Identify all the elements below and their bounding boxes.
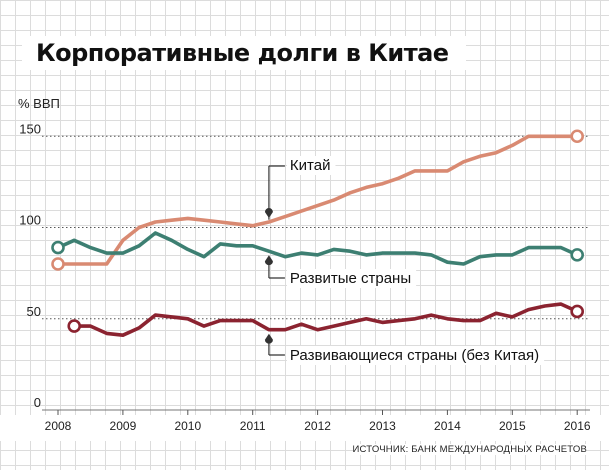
annotation-label-1: Развитые страны	[290, 270, 411, 287]
series-2-end-marker	[570, 304, 585, 319]
y-tick-label-150: 150	[19, 121, 41, 136]
series-line-1	[56, 231, 580, 266]
x-tick-label-2012: 2012	[304, 419, 331, 433]
y-tick-label-0: 0	[34, 395, 41, 410]
y-tick-label-50: 50	[27, 304, 41, 319]
series-line-0	[56, 134, 580, 266]
chart-title: Корпоративные долги в Китае	[22, 36, 466, 70]
x-tick-label-2013: 2013	[369, 419, 396, 433]
x-tick-label-2015: 2015	[499, 419, 526, 433]
x-tick-label-2011: 2011	[240, 419, 266, 433]
y-axis-unit-label: % ВВП	[18, 96, 60, 111]
annotation-bg-0	[286, 156, 336, 175]
series-1-end-marker	[570, 248, 585, 262]
y-tick-label-100: 100	[19, 213, 41, 228]
annotation-label-2: Развивающиеся страны (без Китая)	[290, 347, 539, 364]
x-tick-label-2010: 2010	[174, 419, 201, 433]
series-1-start-marker	[51, 240, 65, 255]
annotation-marker-0	[264, 208, 273, 219]
axis-ticks: 0 50 100 150 % ВВП 2008 2009 2010 2011 2012 2013 20…	[18, 96, 591, 433]
x-tick-label-2014: 2014	[434, 419, 461, 433]
annotation-label-0: Китай	[290, 157, 331, 174]
grid-lines	[0, 135, 609, 441]
series-lines	[51, 129, 585, 338]
series-line-2	[72, 302, 580, 338]
annotation-marker-2	[264, 333, 273, 344]
series-2-start-marker	[67, 319, 82, 333]
annotations: Китай Развитые страны Развивающиеся страны…	[264, 156, 545, 365]
series-0-end-marker	[570, 129, 585, 144]
annotation-bg-2	[286, 346, 545, 365]
x-tick-label-2016: 2016	[564, 419, 591, 433]
x-axis-band	[0, 415, 609, 441]
annotation-marker-1	[264, 255, 273, 266]
series-0-start-marker	[51, 257, 65, 271]
annotation-bg-1	[286, 269, 417, 288]
x-tick-label-2009: 2009	[110, 419, 137, 433]
source-note: ИСТОЧНИК: БАНК МЕЖДУНАРОДНЫХ РАСЧЕТОВ	[352, 444, 587, 455]
x-tick-label-2008: 2008	[45, 419, 72, 433]
